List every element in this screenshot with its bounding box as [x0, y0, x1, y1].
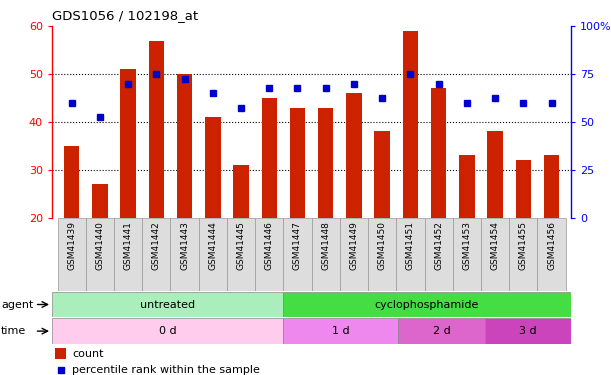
Bar — [459, 155, 475, 218]
Bar — [64, 146, 79, 218]
Bar — [538, 217, 566, 291]
Bar — [509, 217, 538, 291]
Text: 1 d: 1 d — [332, 326, 349, 336]
Bar — [120, 69, 136, 218]
Text: time: time — [1, 326, 26, 336]
Bar — [397, 217, 425, 291]
Bar — [283, 318, 398, 344]
Text: GSM41455: GSM41455 — [519, 221, 528, 270]
Text: cyclophosphamide: cyclophosphamide — [375, 300, 479, 309]
Text: percentile rank within the sample: percentile rank within the sample — [72, 365, 260, 375]
Bar — [142, 217, 170, 291]
Text: GSM41451: GSM41451 — [406, 221, 415, 270]
Text: GSM41445: GSM41445 — [236, 221, 246, 270]
Bar — [453, 217, 481, 291]
Bar — [205, 117, 221, 218]
Bar — [199, 217, 227, 291]
Text: GSM41442: GSM41442 — [152, 221, 161, 270]
Bar — [86, 217, 114, 291]
Bar — [485, 318, 571, 344]
Text: 3 d: 3 d — [519, 326, 537, 336]
Text: GSM41446: GSM41446 — [265, 221, 274, 270]
Bar — [516, 160, 531, 218]
Bar — [255, 217, 284, 291]
Bar — [431, 88, 447, 218]
Bar — [340, 217, 368, 291]
Text: GSM41443: GSM41443 — [180, 221, 189, 270]
Bar — [425, 217, 453, 291]
Bar — [312, 217, 340, 291]
Bar — [233, 165, 249, 218]
Text: GSM41444: GSM41444 — [208, 221, 218, 270]
Text: GSM41447: GSM41447 — [293, 221, 302, 270]
Text: agent: agent — [1, 300, 34, 309]
Bar — [398, 318, 485, 344]
Text: GSM41440: GSM41440 — [95, 221, 104, 270]
Text: GSM41448: GSM41448 — [321, 221, 330, 270]
Text: GSM41456: GSM41456 — [547, 221, 556, 270]
Bar — [368, 217, 397, 291]
Bar — [227, 217, 255, 291]
Bar — [55, 348, 66, 359]
Text: GSM41453: GSM41453 — [463, 221, 471, 270]
Bar — [284, 217, 312, 291]
Bar — [170, 217, 199, 291]
Bar — [290, 108, 306, 218]
Bar — [52, 318, 283, 344]
Bar — [544, 155, 559, 218]
Bar — [318, 108, 334, 218]
Bar — [177, 74, 192, 217]
Text: 2 d: 2 d — [433, 326, 450, 336]
Text: untreated: untreated — [140, 300, 195, 309]
Bar — [52, 292, 283, 317]
Bar — [114, 217, 142, 291]
Text: GSM41450: GSM41450 — [378, 221, 387, 270]
Bar — [488, 132, 503, 218]
Bar — [403, 31, 418, 217]
Bar — [148, 40, 164, 218]
Text: GSM41439: GSM41439 — [67, 221, 76, 270]
Text: GSM41454: GSM41454 — [491, 221, 500, 270]
Text: GSM41452: GSM41452 — [434, 221, 443, 270]
Text: 0 d: 0 d — [158, 326, 176, 336]
Text: GDS1056 / 102198_at: GDS1056 / 102198_at — [52, 9, 198, 22]
Text: count: count — [72, 349, 103, 358]
Bar — [346, 93, 362, 218]
Bar — [481, 217, 509, 291]
Bar — [283, 292, 571, 317]
Bar — [262, 98, 277, 218]
Bar — [57, 217, 86, 291]
Text: GSM41441: GSM41441 — [123, 221, 133, 270]
Text: GSM41449: GSM41449 — [349, 221, 359, 270]
Bar — [375, 132, 390, 218]
Bar — [92, 184, 108, 218]
